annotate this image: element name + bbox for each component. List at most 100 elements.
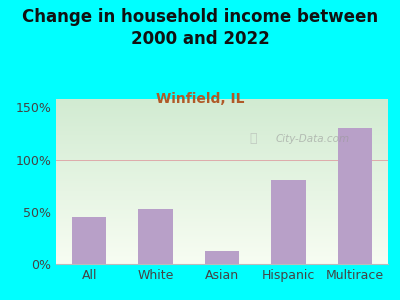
Bar — [56, 225, 388, 226]
Bar — [56, 249, 388, 250]
Bar — [56, 238, 388, 239]
Bar — [56, 115, 388, 116]
Bar — [56, 126, 388, 127]
Bar — [56, 236, 388, 237]
Bar — [56, 120, 388, 121]
Bar — [56, 113, 388, 114]
Bar — [56, 256, 388, 257]
Bar — [271, 181, 306, 264]
Bar — [56, 253, 388, 254]
Bar — [56, 141, 388, 142]
Bar — [56, 102, 388, 103]
Bar — [56, 200, 388, 201]
Bar — [56, 164, 388, 165]
Bar — [56, 252, 388, 253]
Bar — [56, 154, 388, 155]
Bar — [56, 235, 388, 236]
Bar — [56, 205, 388, 206]
Bar — [56, 178, 388, 179]
Bar — [56, 195, 388, 196]
Bar — [56, 111, 388, 112]
Bar — [56, 250, 388, 251]
Bar — [56, 180, 388, 181]
Bar — [56, 179, 388, 180]
Bar — [56, 171, 388, 172]
Bar — [138, 209, 173, 264]
Bar — [56, 119, 388, 120]
Bar — [56, 207, 388, 208]
Bar — [56, 190, 388, 191]
Bar — [56, 259, 388, 260]
Bar — [56, 239, 388, 240]
Bar — [56, 260, 388, 261]
Bar — [56, 212, 388, 213]
Bar — [56, 221, 388, 222]
Bar — [56, 261, 388, 262]
Bar — [56, 135, 388, 136]
Bar — [56, 215, 388, 216]
Bar — [56, 223, 388, 224]
Bar — [56, 169, 388, 170]
Bar — [56, 161, 388, 162]
Bar — [56, 125, 388, 126]
Bar — [56, 226, 388, 227]
Bar — [56, 157, 388, 158]
Bar — [56, 222, 388, 223]
Bar — [56, 160, 388, 161]
Bar — [56, 158, 388, 159]
Bar — [56, 189, 388, 190]
Bar — [56, 192, 388, 193]
Bar — [56, 173, 388, 174]
Bar — [56, 262, 388, 263]
Bar — [56, 211, 388, 212]
Bar — [56, 219, 388, 220]
Bar — [56, 148, 388, 149]
Bar — [56, 213, 388, 214]
Bar — [56, 263, 388, 264]
Bar — [56, 118, 388, 119]
Text: ⓘ: ⓘ — [250, 132, 257, 145]
Bar — [56, 203, 388, 204]
Bar — [56, 177, 388, 178]
Bar — [56, 232, 388, 233]
Bar — [56, 133, 388, 134]
Bar — [56, 240, 388, 241]
Bar — [56, 174, 388, 175]
Bar — [56, 170, 388, 171]
Bar — [56, 106, 388, 107]
Bar — [56, 152, 388, 153]
Bar — [56, 143, 388, 144]
Bar — [56, 246, 388, 247]
Bar — [56, 227, 388, 228]
Bar — [56, 124, 388, 125]
Bar — [56, 121, 388, 122]
Bar — [56, 244, 388, 245]
Bar — [56, 129, 388, 130]
Bar — [56, 248, 388, 249]
Bar — [56, 197, 388, 198]
Bar — [56, 254, 388, 255]
Bar — [338, 128, 372, 264]
Bar — [56, 257, 388, 258]
Bar — [56, 167, 388, 168]
Bar — [56, 196, 388, 197]
Bar — [56, 123, 388, 124]
Bar — [56, 206, 388, 207]
Bar — [56, 241, 388, 242]
Bar — [56, 110, 388, 111]
Bar — [56, 231, 388, 232]
Bar — [56, 172, 388, 173]
Bar — [56, 183, 388, 184]
Bar — [56, 127, 388, 128]
Bar — [56, 134, 388, 135]
Bar — [56, 224, 388, 225]
Bar — [56, 181, 388, 182]
Bar — [56, 255, 388, 256]
Bar — [56, 230, 388, 231]
Bar — [56, 140, 388, 141]
Bar — [72, 217, 106, 264]
Bar — [56, 156, 388, 157]
Text: City-Data.com: City-Data.com — [275, 134, 349, 144]
Bar — [56, 187, 388, 188]
Bar — [56, 136, 388, 137]
